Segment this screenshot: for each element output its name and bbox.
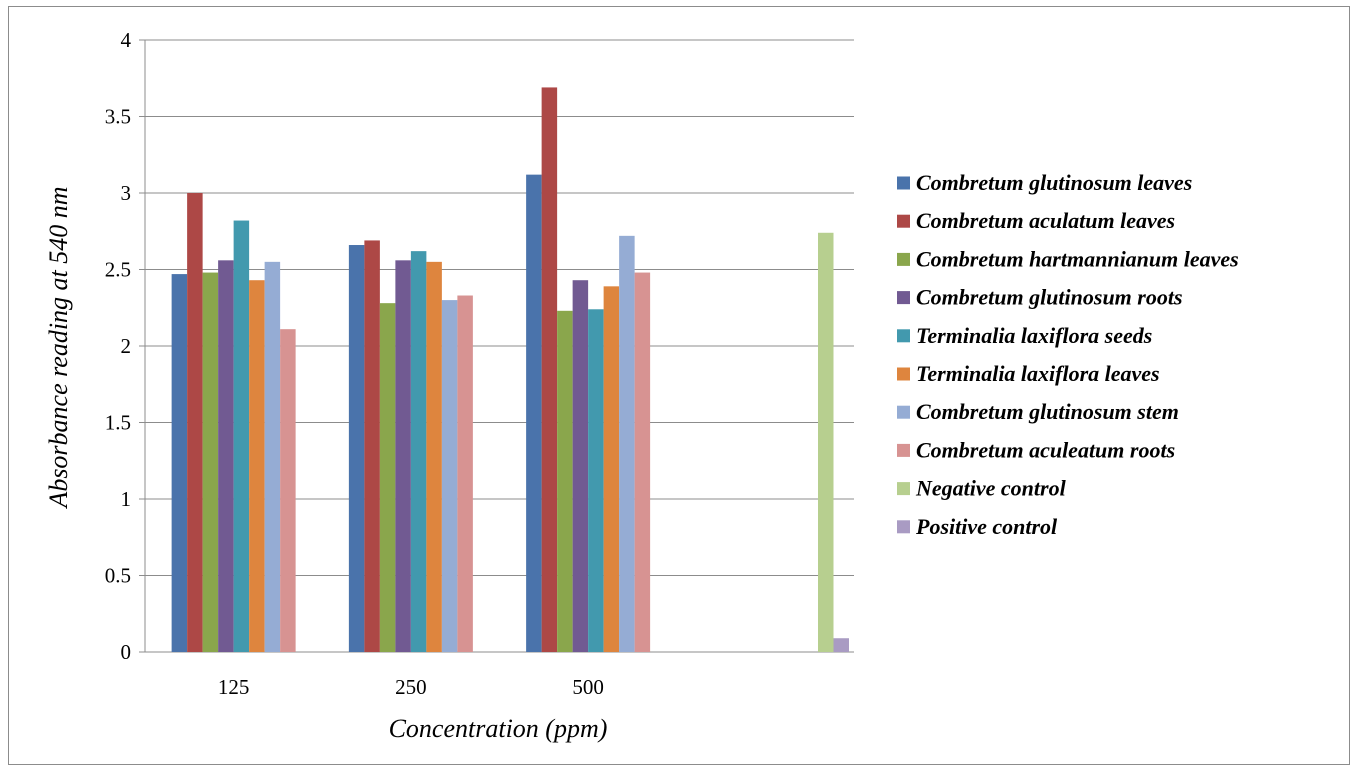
bar <box>280 329 296 652</box>
bar <box>541 87 558 653</box>
bar <box>410 251 427 652</box>
x-tick-label: 250 <box>395 675 427 699</box>
bar <box>572 280 589 652</box>
legend-item: Combretum aculeatum roots <box>897 437 1175 462</box>
bar <box>603 286 620 652</box>
legend-swatch <box>897 367 910 381</box>
legend-label: Terminalia laxiflora leaves <box>916 361 1160 386</box>
bars <box>171 87 849 653</box>
legend-swatch <box>897 214 910 228</box>
bar <box>364 240 380 652</box>
legend: Combretum glutinosum leaves Combretum acu… <box>897 170 1239 539</box>
y-tick-label: 3.5 <box>105 105 131 129</box>
legend-swatch <box>897 329 910 343</box>
bar <box>379 303 396 652</box>
y-tick-label: 0.5 <box>105 564 131 588</box>
legend-swatch <box>897 405 910 419</box>
bar <box>441 300 458 652</box>
bar <box>526 174 542 652</box>
y-tick-label: 2 <box>121 334 132 358</box>
y-tick-label: 1.5 <box>105 411 131 435</box>
legend-label: Combretum aculatum leaves <box>916 208 1175 233</box>
tick-labels: 0 0.5 1 1.5 2 2.5 3 3.5 4 125 250 500 <box>105 28 604 699</box>
legend-swatch <box>897 176 910 190</box>
legend-item: Combretum glutinosum stem <box>897 399 1179 424</box>
legend-label: Combretum hartmannianum leaves <box>916 246 1239 271</box>
legend-item: Combretum hartmannianum leaves <box>897 246 1239 271</box>
bar <box>264 261 281 652</box>
bar <box>202 272 219 652</box>
legend-label: Combretum aculeatum roots <box>916 437 1175 462</box>
legend-swatch <box>897 252 910 266</box>
bar <box>557 310 573 652</box>
y-tick-label: 2.5 <box>105 258 131 282</box>
x-tick-label: 500 <box>572 675 604 699</box>
bar <box>348 245 365 652</box>
y-tick-label: 4 <box>121 28 132 52</box>
bar <box>395 260 411 652</box>
legend-item: Combretum glutinosum roots <box>897 285 1183 310</box>
legend-item: Combretum glutinosum leaves <box>897 170 1192 195</box>
legend-swatch <box>897 291 910 305</box>
legend-item: Negative control <box>897 476 1067 501</box>
bar <box>218 260 234 652</box>
bar <box>588 309 604 652</box>
x-axis-title: Concentration (ppm) <box>389 714 608 743</box>
bar <box>187 193 203 652</box>
legend-item: Combretum aculatum leaves <box>897 208 1175 233</box>
legend-label: Combretum glutinosum leaves <box>916 170 1192 195</box>
legend-label: Terminalia laxiflora seeds <box>916 323 1152 348</box>
y-axis-title: Absorbance reading at 540 nm <box>44 186 73 509</box>
bar <box>833 638 849 652</box>
legend-swatch <box>897 482 910 496</box>
legend-swatch <box>897 520 910 534</box>
legend-item: Terminalia laxiflora seeds <box>897 323 1152 348</box>
legend-label: Combretum glutinosum roots <box>916 285 1183 310</box>
x-tick-label: 125 <box>218 675 250 699</box>
y-tick-label: 1 <box>121 487 132 511</box>
bar <box>634 272 651 652</box>
legend-label: Positive control <box>915 514 1058 539</box>
bar <box>426 261 442 652</box>
bar-chart: 0 0.5 1 1.5 2 2.5 3 3.5 4 125 250 500 Absorbance re… <box>44 28 1239 743</box>
legend-swatch <box>897 443 910 457</box>
bar <box>818 232 834 652</box>
bar <box>171 274 188 652</box>
legend-item: Positive control <box>897 514 1058 539</box>
chart-frame: 0 0.5 1 1.5 2 2.5 3 3.5 4 125 250 500 Absorbance re… <box>8 6 1350 765</box>
y-tick-label: 3 <box>121 181 132 205</box>
bar <box>249 280 265 652</box>
legend-label: Combretum glutinosum stem <box>916 399 1179 424</box>
bar <box>619 235 635 652</box>
bar <box>233 220 250 653</box>
legend-item: Terminalia laxiflora leaves <box>897 361 1160 386</box>
legend-label: Negative control <box>915 476 1067 501</box>
y-tick-label: 0 <box>121 640 132 664</box>
bar <box>457 295 473 652</box>
